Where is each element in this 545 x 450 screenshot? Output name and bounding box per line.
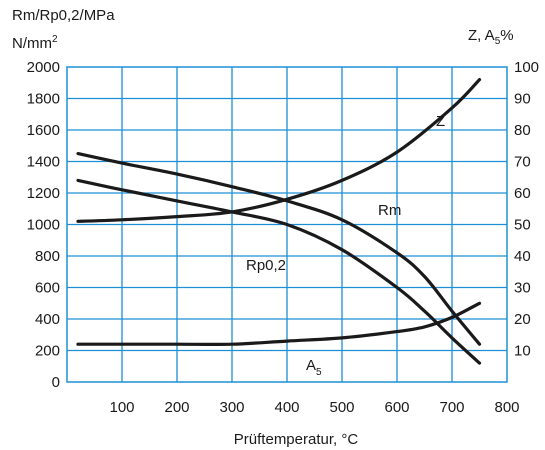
x-axis-title: Prüftemperatur, °C xyxy=(234,431,359,448)
x-tick-label: 100 xyxy=(109,399,134,416)
y-left-tick-label: 1400 xyxy=(27,154,60,171)
series-line-rm xyxy=(76,152,482,346)
y-left-tick-label: 1800 xyxy=(27,91,60,108)
x-tick-label: 400 xyxy=(274,399,299,416)
y-left-tick-label: 800 xyxy=(35,248,60,265)
y-right-tick-label: 50 xyxy=(514,217,531,234)
y-right-tick-label: 70 xyxy=(514,154,531,171)
series-label-a5: A5 xyxy=(306,357,322,378)
y-left-tick-label: 2000 xyxy=(27,59,60,76)
x-tick-label: 800 xyxy=(494,399,519,416)
y-left-tick-label: 600 xyxy=(35,280,60,297)
series-label-z: Z xyxy=(436,113,445,130)
y-right-tick-label: 40 xyxy=(514,248,531,265)
y-left-tick-label: 0 xyxy=(52,374,60,391)
series-label-rm: Rm xyxy=(378,202,401,219)
series-line-a5 xyxy=(76,301,482,347)
left-axis-title-line2: N/mm2 xyxy=(12,34,58,52)
series-line-z xyxy=(76,78,482,223)
series-lines xyxy=(76,78,482,365)
y-left-tick-label: 1600 xyxy=(27,122,60,139)
x-tick-label: 200 xyxy=(164,399,189,416)
x-tick-label: 300 xyxy=(219,399,244,416)
y-left-tick-label: 1000 xyxy=(27,217,60,234)
y-right-tick-label: 100 xyxy=(514,59,539,76)
right-axis-title: Z, A5% xyxy=(468,27,514,47)
y-right-tick-label: 20 xyxy=(514,311,531,328)
x-tick-label: 500 xyxy=(329,399,354,416)
x-tick-label: 600 xyxy=(384,399,409,416)
y-right-tick-label: 60 xyxy=(514,185,531,202)
x-tick-label: 700 xyxy=(439,399,464,416)
y-right-tick-label: 30 xyxy=(514,280,531,297)
y-left-tick-label: 400 xyxy=(35,311,60,328)
y-right-tick-label: 80 xyxy=(514,122,531,139)
tick-labels: 100 200 300 400 500 600 700 800 0 200 400 600 800 100… xyxy=(27,59,539,416)
series-label-rp02: Rp0,2 xyxy=(246,257,286,274)
left-axis-title-line1: Rm/Rp0,2/MPa xyxy=(12,7,115,24)
y-right-tick-label: 90 xyxy=(514,91,531,108)
y-left-tick-label: 200 xyxy=(35,343,60,360)
y-right-tick-label: 10 xyxy=(514,343,531,360)
y-left-tick-label: 1200 xyxy=(27,185,60,202)
